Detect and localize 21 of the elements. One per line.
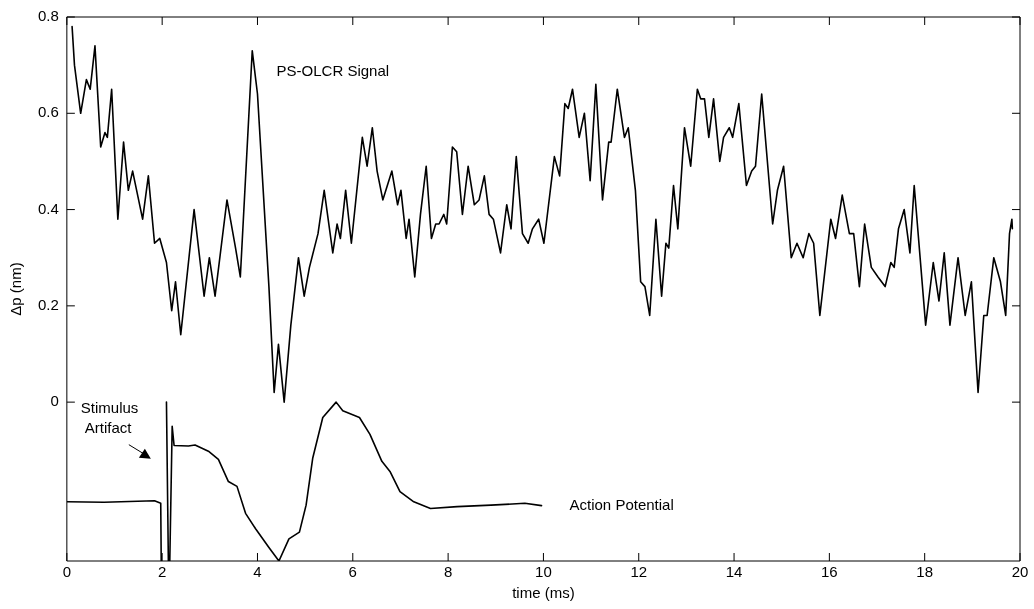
x-tick-label: 14 (725, 563, 743, 581)
y-tick-label: 0.2 (37, 295, 59, 313)
x-tick-label: 18 (916, 563, 934, 581)
y-tick-label: 0.6 (37, 103, 59, 121)
x-tick-label: 10 (535, 563, 552, 581)
series-label: PS-OLCR Signal (276, 61, 390, 79)
y-tick-label: 0.4 (37, 199, 59, 217)
x-tick-label: 6 (348, 563, 357, 581)
x-tick-label: 4 (253, 563, 262, 581)
x-tick-label: 0 (62, 563, 72, 581)
x-tick-label: 16 (821, 563, 838, 581)
x-tick-label: 8 (443, 563, 453, 581)
x-tick-label: 12 (630, 563, 648, 581)
x-tick-label: 2 (157, 563, 167, 581)
series-label: Action Potential (569, 495, 674, 513)
y-tick-label: 0 (50, 392, 59, 410)
y-axis-title: Δp (nm) (7, 262, 25, 316)
x-axis-title: time (ms) (512, 584, 575, 602)
y-tick-label: 0.8 (37, 7, 59, 25)
annotation: Stimulus Artifact (80, 398, 139, 436)
x-tick-label: 20 (1011, 563, 1029, 581)
